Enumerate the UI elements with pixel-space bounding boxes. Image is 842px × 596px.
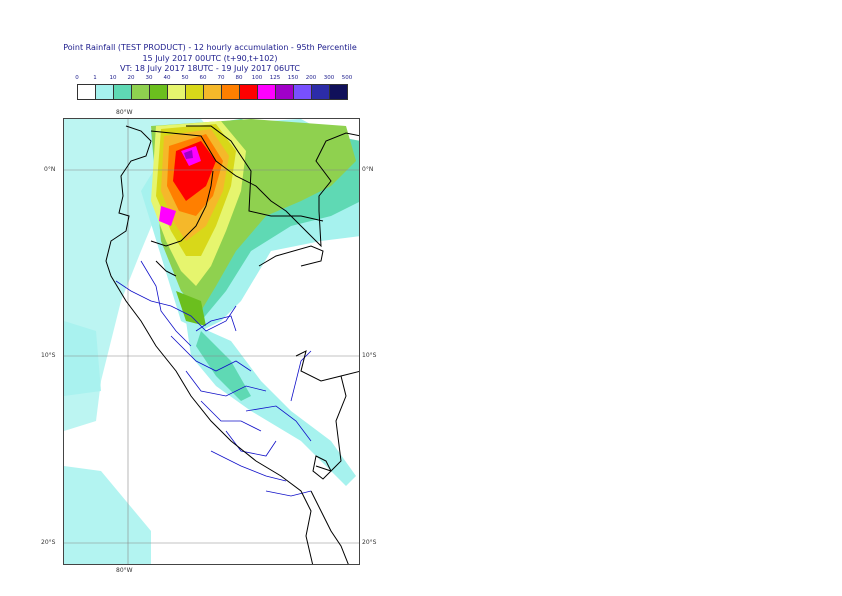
legend-tick-label: 300 bbox=[323, 75, 335, 81]
legend-tick-label: 0 bbox=[75, 75, 79, 81]
legend-tick-label: 60 bbox=[199, 75, 207, 81]
legend-color-box bbox=[293, 84, 312, 100]
legend-tick-label: 70 bbox=[217, 75, 225, 81]
legend-color-box bbox=[185, 84, 204, 100]
legend-tick-label: 80 bbox=[235, 75, 243, 81]
legend-tick-label: 50 bbox=[181, 75, 189, 81]
legend-tick-label: 125 bbox=[269, 75, 281, 81]
legend-tick-label: 30 bbox=[145, 75, 153, 81]
legend-color-box bbox=[275, 84, 294, 100]
lat-label-right-0: 0°N bbox=[362, 166, 374, 173]
legend-tick-label: 20 bbox=[127, 75, 135, 81]
legend-tick-label: 10 bbox=[109, 75, 117, 81]
valid-time: VT: 18 July 2017 18UTC - 19 July 2017 06… bbox=[120, 64, 300, 73]
legend-color-box bbox=[221, 84, 240, 100]
rain-heavy-area bbox=[151, 121, 246, 286]
legend-color-box bbox=[203, 84, 222, 100]
run-time: 15 July 2017 00UTC (t+90,t+102) bbox=[142, 54, 278, 63]
legend-color-box bbox=[77, 84, 96, 100]
map-title: Point Rainfall (TEST PRODUCT) - 12 hourl… bbox=[63, 43, 357, 52]
legend-color-box bbox=[149, 84, 168, 100]
legend-color-box bbox=[113, 84, 132, 100]
legend-tick-label: 200 bbox=[305, 75, 317, 81]
lat-label-left-10s: 10°S bbox=[41, 352, 56, 359]
legend-color-box bbox=[311, 84, 330, 100]
legend-color-box bbox=[239, 84, 258, 100]
map-svg bbox=[64, 119, 359, 564]
legend-color-box bbox=[131, 84, 150, 100]
legend-tick-label: 1 bbox=[93, 75, 97, 81]
rainfall-map[interactable] bbox=[63, 118, 360, 565]
lat-label-right-10s: 10°S bbox=[362, 352, 377, 359]
graticule bbox=[64, 119, 359, 564]
lon-label-top: 80°W bbox=[116, 109, 133, 116]
lat-label-left-0: 0°N bbox=[44, 166, 56, 173]
legend-tick-label: 100 bbox=[251, 75, 263, 81]
lat-label-right-20s: 20°S bbox=[362, 539, 377, 546]
legend-color-box bbox=[257, 84, 276, 100]
country-borders bbox=[105, 125, 359, 564]
legend-tick-label: 150 bbox=[287, 75, 299, 81]
legend-color-box bbox=[95, 84, 114, 100]
legend-tick-label: 500 bbox=[341, 75, 353, 81]
legend-color-box bbox=[167, 84, 186, 100]
lon-label-bottom: 80°W bbox=[116, 567, 133, 574]
legend-color-box bbox=[329, 84, 348, 100]
legend-tick-label: 40 bbox=[163, 75, 171, 81]
regional-borders bbox=[115, 260, 312, 497]
lat-label-left-20s: 20°S bbox=[41, 539, 56, 546]
